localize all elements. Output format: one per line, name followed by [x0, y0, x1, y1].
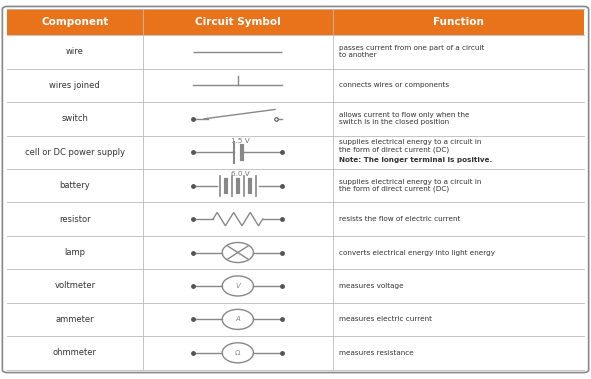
Text: voltmeter: voltmeter	[54, 282, 95, 290]
FancyBboxPatch shape	[7, 303, 584, 336]
Text: A: A	[235, 316, 240, 323]
FancyBboxPatch shape	[7, 202, 584, 236]
Text: measures voltage: measures voltage	[339, 283, 404, 289]
FancyBboxPatch shape	[7, 35, 584, 69]
Text: 1.5 V: 1.5 V	[232, 138, 250, 144]
FancyBboxPatch shape	[7, 136, 584, 169]
Text: Component: Component	[41, 17, 109, 27]
Text: wire: wire	[66, 47, 84, 56]
Text: measures resistance: measures resistance	[339, 350, 414, 356]
Text: Circuit Symbol: Circuit Symbol	[195, 17, 281, 27]
Text: passes current from one part of a circuit
to another: passes current from one part of a circui…	[339, 45, 484, 58]
Text: lamp: lamp	[64, 248, 85, 257]
Text: converts electrical energy into light energy: converts electrical energy into light en…	[339, 249, 495, 255]
FancyBboxPatch shape	[7, 69, 584, 102]
Text: ammeter: ammeter	[56, 315, 94, 324]
Text: ohmmeter: ohmmeter	[53, 348, 97, 357]
FancyBboxPatch shape	[7, 336, 584, 370]
FancyBboxPatch shape	[7, 102, 584, 136]
Text: 6.0 V: 6.0 V	[232, 171, 250, 177]
Text: Ω: Ω	[235, 350, 241, 356]
Text: supplies electrical energy to a circuit in
the form of direct current (DC): supplies electrical energy to a circuit …	[339, 139, 481, 153]
Text: cell or DC power supply: cell or DC power supply	[25, 148, 125, 157]
Text: switch: switch	[61, 114, 88, 123]
Text: resists the flow of electric current: resists the flow of electric current	[339, 216, 460, 222]
FancyBboxPatch shape	[7, 169, 584, 202]
Text: Note: The longer terminal is positive.: Note: The longer terminal is positive.	[339, 157, 492, 163]
Text: V: V	[235, 283, 240, 289]
Text: allows current to flow only when the
switch is in the closed position: allows current to flow only when the swi…	[339, 112, 469, 125]
FancyBboxPatch shape	[7, 269, 584, 303]
Text: supplies electrical energy to a circuit in
the form of direct current (DC): supplies electrical energy to a circuit …	[339, 179, 481, 193]
Text: battery: battery	[60, 181, 90, 190]
FancyBboxPatch shape	[7, 236, 584, 269]
Text: measures electric current: measures electric current	[339, 316, 432, 323]
Text: wires joined: wires joined	[50, 81, 100, 90]
FancyBboxPatch shape	[7, 9, 584, 35]
Text: Function: Function	[433, 17, 484, 27]
Text: connects wires or components: connects wires or components	[339, 82, 449, 88]
Text: resistor: resistor	[59, 215, 90, 224]
